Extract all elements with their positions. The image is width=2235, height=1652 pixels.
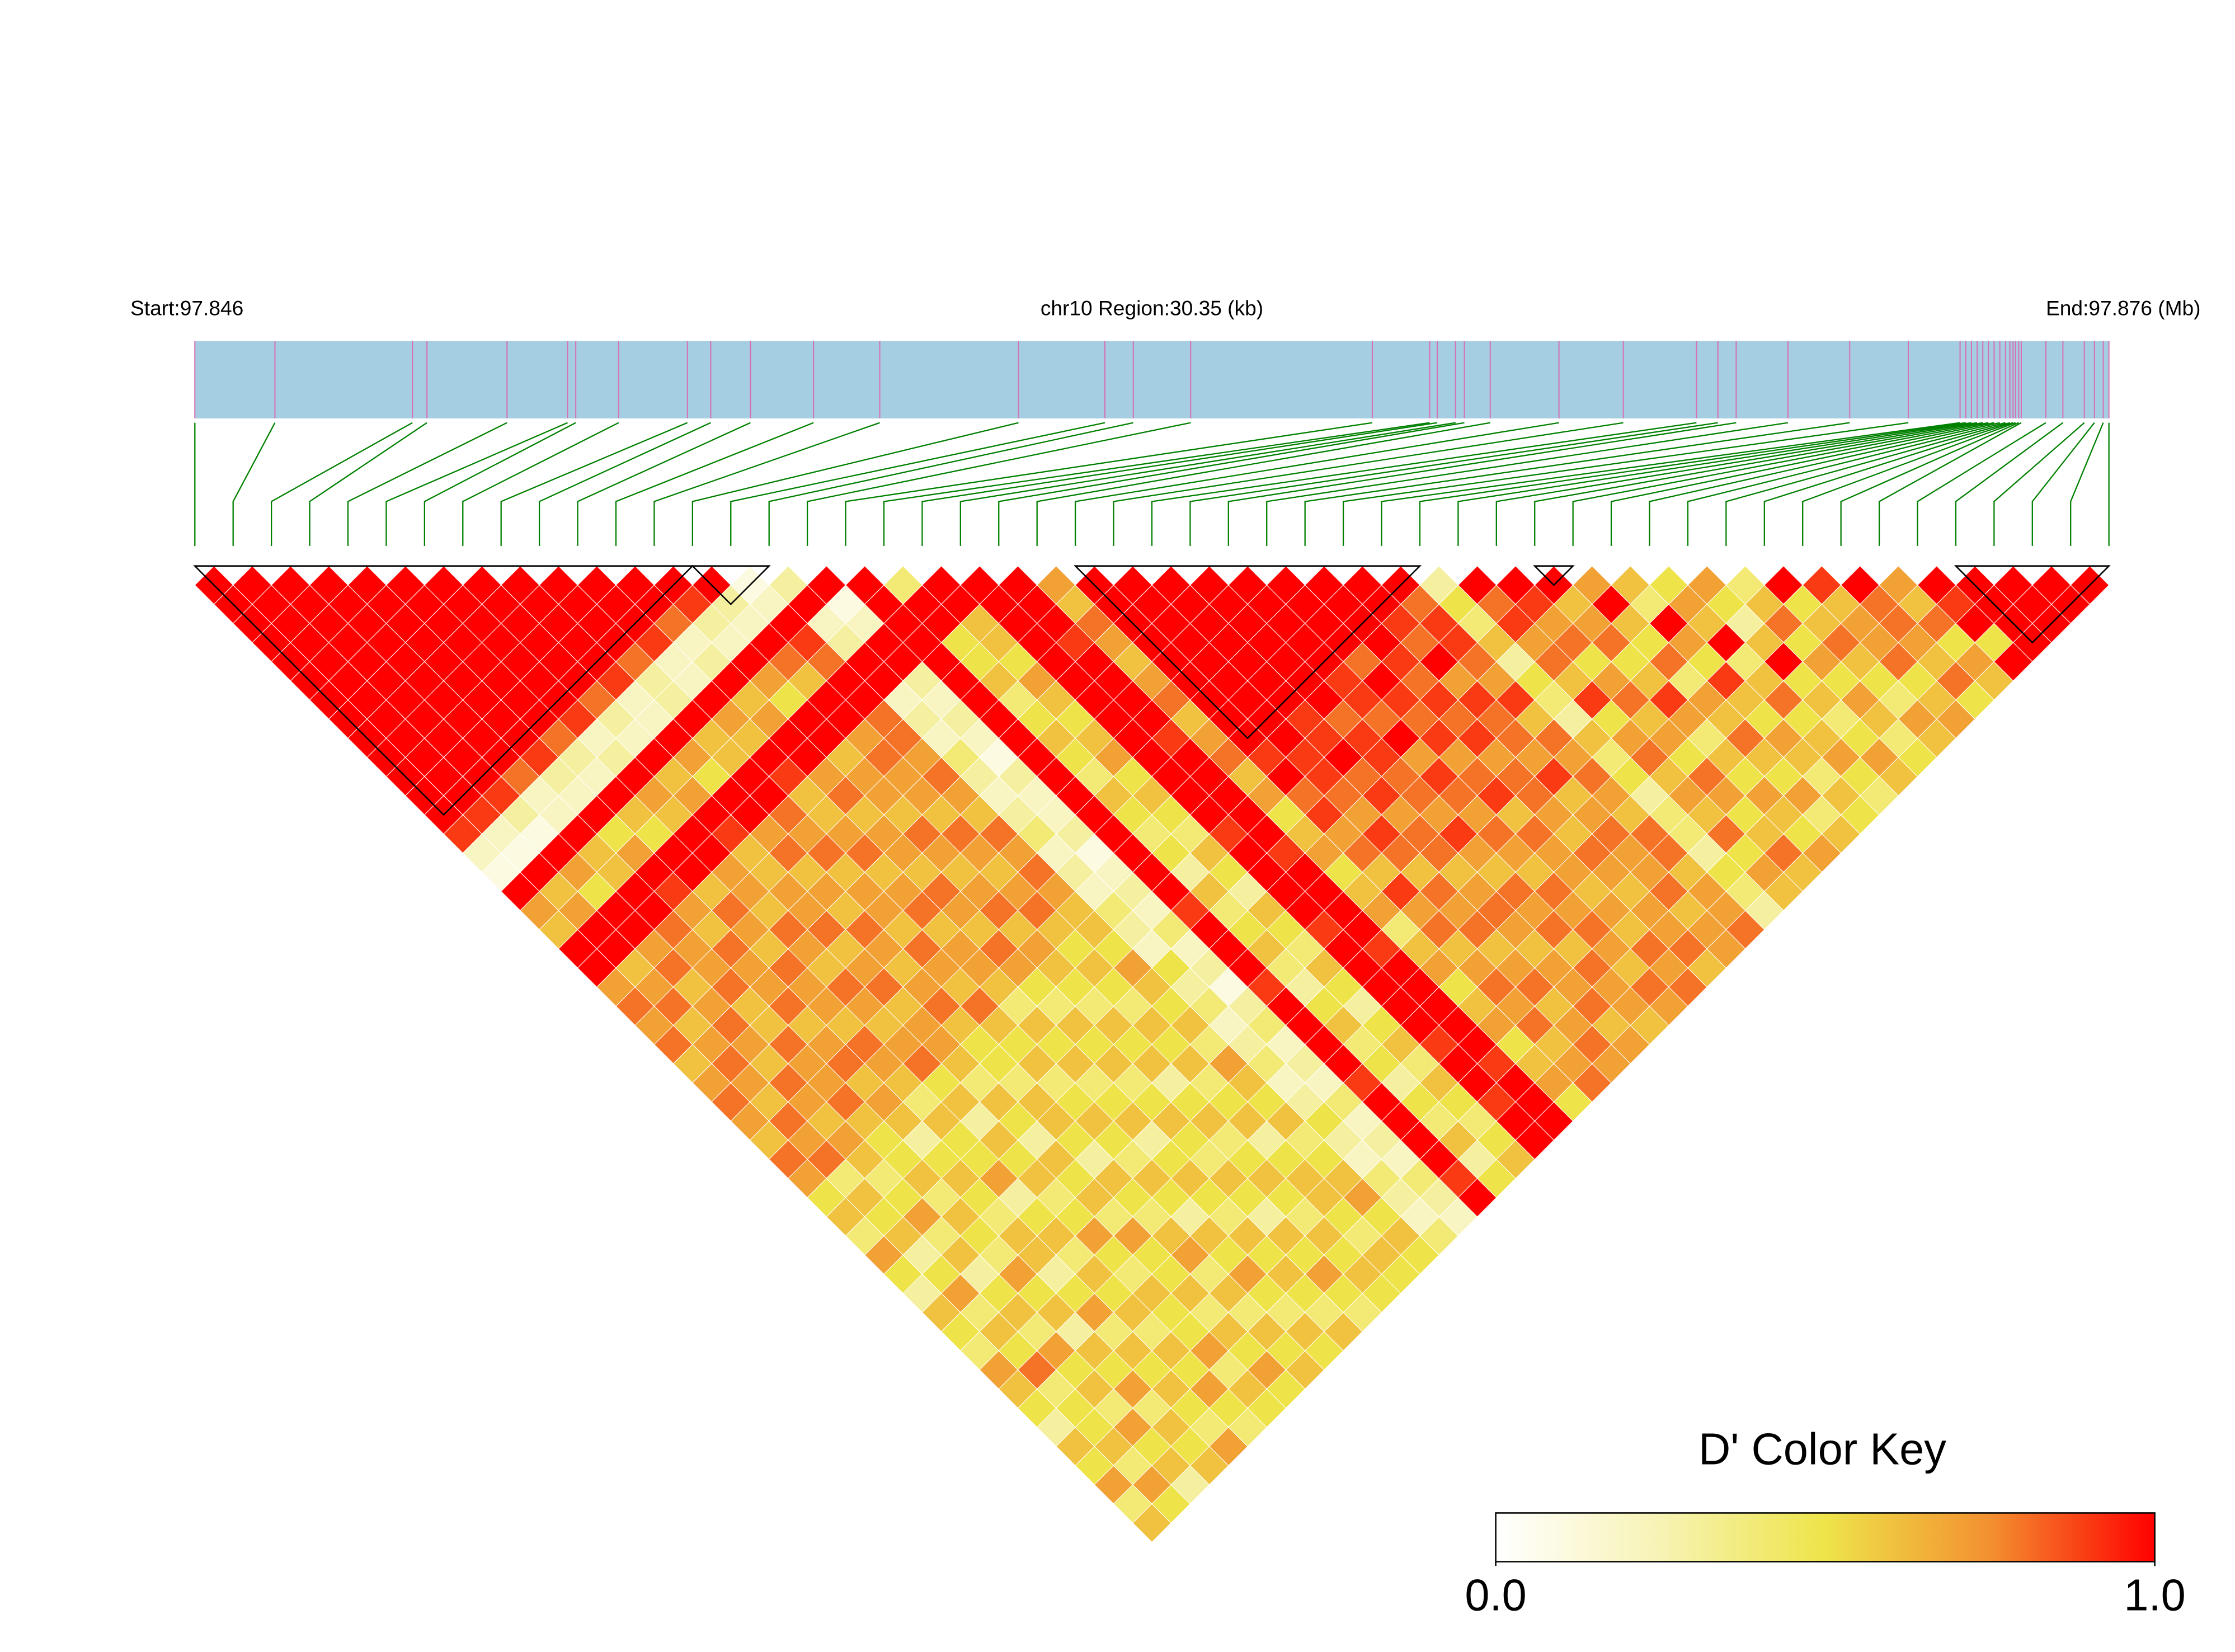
snp-connector xyxy=(538,422,711,546)
snp-connector xyxy=(1113,422,1624,546)
snp-connector xyxy=(424,422,576,546)
snp-connector xyxy=(1036,422,1490,546)
color-key-label: 0.0 xyxy=(1465,1570,1526,1620)
snp-connector xyxy=(462,422,619,546)
snp-connector xyxy=(1457,422,1972,546)
snp-connector xyxy=(1381,422,1960,546)
snp-connector xyxy=(845,422,1373,546)
snp-connector xyxy=(883,422,1430,546)
color-key-label: 1.0 xyxy=(2124,1570,2185,1620)
snp-connector xyxy=(1151,422,1697,546)
snp-connector xyxy=(1227,422,1737,546)
snp-connector xyxy=(1572,422,1989,546)
snp-connector xyxy=(347,422,507,546)
end-label: End:97.876 (Mb) xyxy=(2046,296,2201,320)
snp-connector xyxy=(1763,422,2013,546)
snp-connector xyxy=(730,422,1105,546)
snp-connector xyxy=(691,422,1019,546)
snp-connector xyxy=(1955,422,2064,546)
snp-connector xyxy=(1917,422,2046,546)
snp-connector xyxy=(270,422,413,546)
snp-connector xyxy=(1342,422,1909,546)
snp-connector xyxy=(1802,422,2016,546)
snp-connector xyxy=(385,422,568,546)
ld-block xyxy=(1074,565,1422,740)
snp-connector xyxy=(1419,422,1966,546)
snp-connector xyxy=(1534,422,1983,546)
snp-connector xyxy=(2031,422,2095,546)
snp-connector xyxy=(653,422,880,546)
snp-connector xyxy=(768,422,1133,546)
snp-connector xyxy=(2070,422,2104,546)
snp-connector xyxy=(1649,422,2000,546)
region-bar xyxy=(195,341,2109,418)
snp-connector xyxy=(921,422,1438,546)
ld-block xyxy=(690,565,771,605)
snp-connector xyxy=(1189,422,1718,546)
color-key-title: D' Color Key xyxy=(1698,1424,1946,1474)
snp-connector xyxy=(1687,422,2006,546)
snp-connector xyxy=(1074,422,1559,546)
snp-connector xyxy=(615,422,814,546)
snp-connector xyxy=(1878,422,2022,546)
snp-connector xyxy=(1266,422,1789,546)
snp-connector xyxy=(959,422,1456,546)
snp-connector xyxy=(806,422,1191,546)
snp-connector xyxy=(1495,422,1978,546)
snp-connector xyxy=(1993,422,2085,546)
start-label: Start:97.846 xyxy=(130,296,243,320)
color-key-bar xyxy=(1495,1512,2156,1562)
snp-connector xyxy=(1304,422,1850,546)
ld-block xyxy=(193,565,694,816)
snp-connector xyxy=(500,422,688,546)
snp-connector xyxy=(309,422,427,546)
snp-connector xyxy=(1840,422,2019,546)
chart-title: chr10 Region:30.35 (kb) xyxy=(1041,296,1263,320)
snp-connector xyxy=(998,422,1465,546)
snp-connector xyxy=(1610,422,1994,546)
ld-block xyxy=(1954,565,2111,644)
snp-connector xyxy=(1725,422,2010,546)
snp-connector xyxy=(577,422,751,546)
snp-connector xyxy=(232,422,276,546)
ld-block xyxy=(1533,565,1575,586)
